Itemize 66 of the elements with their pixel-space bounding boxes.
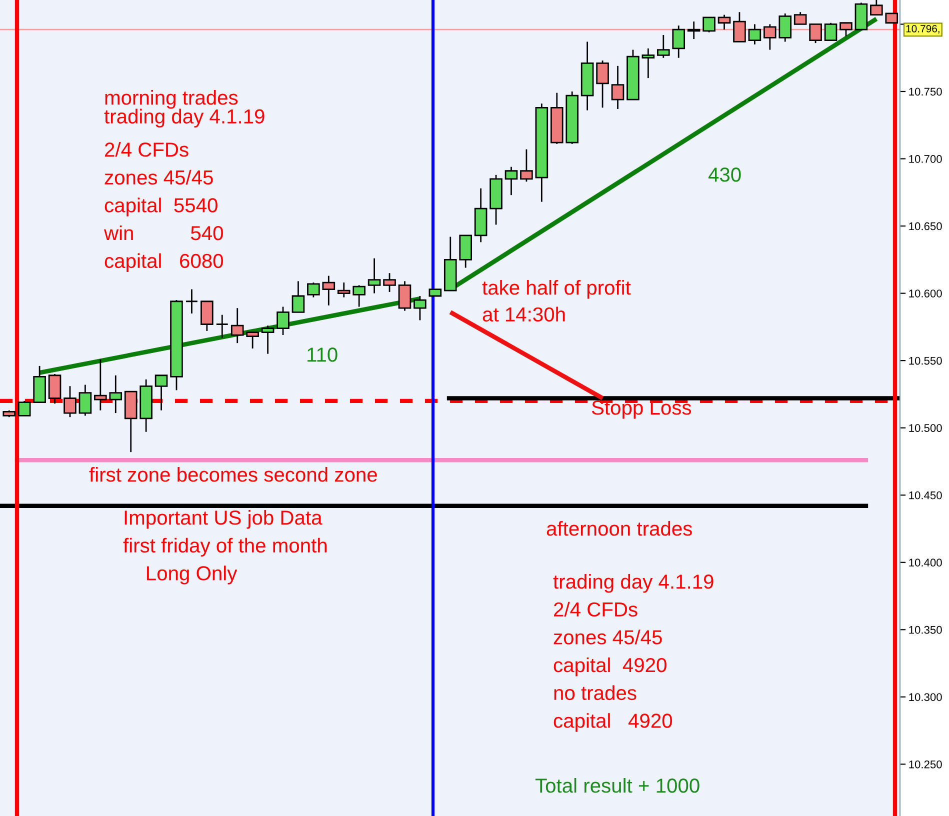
candlestick [885, 12, 898, 24]
candlestick [611, 65, 624, 110]
candlestick [520, 148, 533, 182]
candlestick [840, 22, 852, 38]
y-tick-label: 10.550 [909, 356, 942, 365]
candlestick [733, 11, 746, 42]
y-tick-label: 10.650 [909, 222, 942, 230]
y-tick-label: 10.500 [909, 424, 942, 432]
candlestick [94, 358, 107, 412]
candlestick [672, 24, 686, 59]
candlestick [368, 258, 381, 294]
y-tick-label: 10.700 [909, 155, 942, 163]
candlestick [307, 282, 320, 298]
candlestick [398, 280, 412, 312]
ref-line-label: first zone becomes second zone [89, 467, 377, 482]
candlestick [48, 373, 62, 404]
y-tick-label: 10.300 [909, 693, 942, 702]
candlestick [414, 295, 426, 321]
y-tick-label: 10.400 [909, 558, 942, 567]
candlestick [200, 300, 214, 332]
annotation: Important US job Data first friday of the month Long Only [123, 510, 327, 584]
y-tick-label: 10.450 [909, 491, 942, 500]
candlestick [337, 282, 350, 298]
candlestick [596, 60, 609, 108]
series-label: 110 [308, 348, 338, 362]
candlestick [656, 34, 670, 59]
candlestick [322, 275, 336, 306]
y-tick-label: 10.250 [909, 760, 942, 768]
candlestick [109, 374, 122, 414]
annotation: take half of profit at 14:30h [482, 280, 631, 322]
candlestick [778, 12, 792, 42]
annotation: Total result + 1000 [535, 778, 700, 793]
candlestick [748, 24, 762, 46]
candlestick [261, 324, 274, 355]
annotation: morning trades trading day 4.1.19 [104, 90, 264, 128]
y-tick-label: 10.350 [909, 626, 942, 634]
annotation: afternoon trades [546, 521, 692, 536]
candlestick [642, 48, 655, 79]
candlestick [64, 385, 76, 418]
candlestick [794, 11, 807, 25]
candlestick [870, 0, 883, 16]
annotation: 2/4 CFDs zones 45/45 capital 5540 win 540 capital 6080 [104, 142, 224, 272]
candlestick [276, 306, 290, 336]
candlestick [352, 284, 366, 308]
candlestick [154, 374, 168, 412]
candlestick [78, 384, 92, 416]
candlestick [718, 14, 731, 30]
series-label: 430 [708, 168, 741, 182]
candlestick [18, 400, 31, 416]
y-tick-label: 10.750 [909, 88, 942, 96]
candlestick [230, 307, 244, 344]
annotation: trading day 4.1.19 2/4 CFDs zones 45/45 capital 4920 no trades capital 4920 [553, 574, 714, 732]
candlestick [383, 272, 396, 293]
candlestick [702, 16, 716, 33]
candlestick [764, 24, 776, 50]
candlestick [292, 280, 305, 313]
candlestick [824, 22, 838, 42]
candlestick [185, 288, 198, 314]
candlestick [504, 166, 518, 196]
ref-line-label: Stopp Loss [592, 400, 692, 419]
y-tick-label: 10.600 [909, 290, 942, 298]
candlestick [246, 332, 259, 350]
ref-line-label: 10.796, [906, 25, 940, 34]
candlestick [687, 20, 700, 40]
candlestick [216, 314, 229, 338]
candlestick [809, 24, 822, 44]
